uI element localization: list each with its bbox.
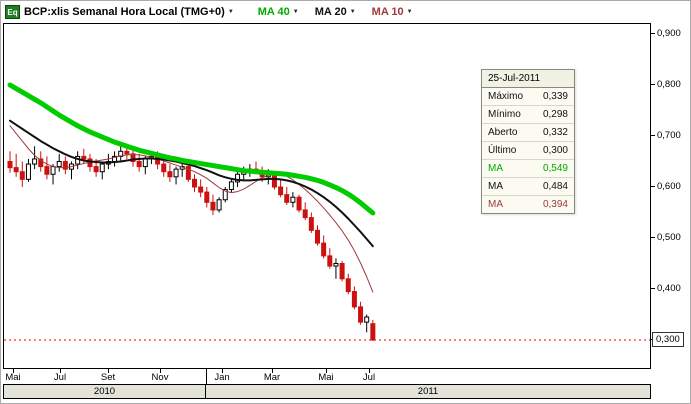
year-divider	[206, 369, 207, 384]
x-axis-label: Jul	[362, 372, 376, 383]
tooltip-row: MA 0,484	[482, 178, 574, 196]
chevron-down-icon: ▼	[406, 9, 413, 15]
tooltip-row: MA 0,549	[482, 160, 574, 178]
tooltip-row-label: MA	[488, 181, 503, 192]
tooltip-rows: Máximo 0,339 Mínimo 0,298 Aberto 0,332 Último 0…	[482, 88, 574, 213]
y-axis-tick	[651, 186, 655, 187]
tooltip-row-label: MA	[488, 199, 503, 210]
tooltip-row: Aberto 0,332	[482, 124, 574, 142]
x-axis-label: Mai	[318, 372, 334, 383]
data-tooltip: 25-Jul-2011 Máximo 0,339 Mínimo 0,298 Aberto…	[481, 69, 575, 214]
x-axis-tick	[13, 369, 14, 373]
tooltip-row-value: 0,339	[542, 91, 568, 102]
tooltip-row-value: 0,332	[542, 127, 568, 138]
y-axis-label: 0,900	[657, 28, 681, 39]
tooltip-row: Mínimo 0,298	[482, 106, 574, 124]
y-axis-label: 0,400	[657, 283, 681, 294]
x-axis-tick	[326, 369, 327, 373]
y-axis-tick	[651, 135, 655, 136]
tooltip-row-value: 0,394	[542, 199, 568, 210]
tooltip-row-label: MA	[488, 163, 503, 174]
y-axis-tick	[651, 84, 655, 85]
y-axis-tick	[651, 237, 655, 238]
tooltip-row: Último 0,300	[482, 142, 574, 160]
candlestick-chart[interactable]	[4, 24, 650, 368]
year-label: 2010	[3, 384, 206, 399]
x-axis-tick	[272, 369, 273, 373]
tooltip-row-value: 0,298	[542, 109, 568, 120]
chevron-down-icon: ▼	[349, 9, 356, 15]
y-axis-label: 0,700	[657, 130, 681, 141]
y-axis-label: 0,500	[657, 232, 681, 243]
x-axis-tick	[222, 369, 223, 373]
x-axis-label: Jan	[214, 372, 230, 383]
tooltip-date: 25-Jul-2011	[482, 70, 574, 88]
ma-indicator-label: MA 20	[314, 6, 347, 18]
x-axis-tick	[108, 369, 109, 373]
x-axis-tick	[60, 369, 61, 373]
tooltip-row-label: Mínimo	[488, 109, 521, 120]
ma-indicator-label: MA 10	[371, 6, 404, 18]
instrument-title: BCP:xlis Semanal Hora Local (TMG+0)	[24, 6, 225, 18]
tooltip-row-label: Último	[488, 145, 517, 156]
tooltip-row: Máximo 0,339	[482, 88, 574, 106]
tooltip-row-value: 0,300	[542, 145, 568, 156]
ma-indicator-label: MA 40	[257, 6, 290, 18]
year-axis: 2010 2011	[3, 384, 651, 399]
chevron-down-icon: ▼	[227, 9, 234, 15]
tooltip-row-value: 0,484	[542, 181, 568, 192]
instrument-title-dropdown[interactable]: BCP:xlis Semanal Hora Local (TMG+0) ▼	[24, 6, 234, 18]
tooltip-row-label: Aberto	[488, 127, 518, 138]
x-axis-label: Set	[100, 372, 116, 383]
ma-indicator-dropdown[interactable]: MA 10 ▼	[372, 6, 413, 18]
x-axis-label: Mar	[263, 372, 281, 383]
y-axis-tick	[651, 288, 655, 289]
x-axis-label: Nov	[151, 372, 169, 383]
x-axis-label: Jul	[53, 372, 67, 383]
price-axis: 0,900 0,800 0,700 0,600 0,500 0,400 0,300	[651, 23, 690, 369]
chevron-down-icon: ▼	[292, 9, 299, 15]
tooltip-row-label: Máximo	[488, 91, 524, 102]
x-axis-label: Mai	[5, 372, 21, 383]
y-axis-tick	[651, 33, 655, 34]
equity-icon: Eq	[5, 5, 20, 19]
tooltip-row: MA 0,394	[482, 196, 574, 213]
x-axis-tick	[160, 369, 161, 373]
tooltip-row-value: 0,549	[542, 163, 568, 174]
ma-indicator-dropdown[interactable]: MA 20 ▼	[315, 6, 356, 18]
x-axis-tick	[369, 369, 370, 373]
year-label: 2011	[206, 384, 651, 399]
y-axis-label: 0,800	[657, 79, 681, 90]
time-axis: Mai Jul Set Nov Jan Mar Mai Jul	[3, 369, 690, 384]
indicator-legend: MA 40 ▼ MA 20 ▼ MA 10 ▼	[258, 6, 429, 18]
ma-indicator-dropdown[interactable]: MA 40 ▼	[258, 6, 299, 18]
last-price-label: 0,300	[652, 332, 684, 347]
chart-header: Eq BCP:xlis Semanal Hora Local (TMG+0) ▼…	[1, 1, 690, 23]
y-axis-label: 0,600	[657, 181, 681, 192]
